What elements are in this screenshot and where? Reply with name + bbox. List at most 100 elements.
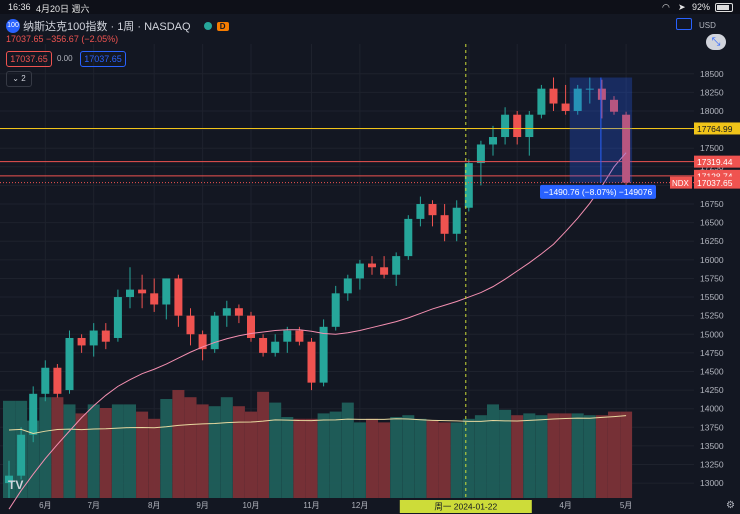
candle-body <box>186 315 195 335</box>
price-tick-label: 15500 <box>700 292 724 302</box>
candle-body <box>440 215 449 234</box>
crosshair-date-bg <box>399 500 532 513</box>
time-tick-label: 11月 <box>303 501 319 510</box>
candle-body <box>77 337 86 346</box>
ticker-badge-bg <box>670 176 692 189</box>
volume-bar <box>232 406 245 498</box>
candle-body <box>622 114 631 183</box>
status-date: 4月20日 週六 <box>36 4 90 14</box>
candle-body <box>573 88 582 111</box>
candle-body <box>162 278 171 305</box>
indicator-count: 2 <box>21 74 26 83</box>
volume-bar <box>99 408 112 498</box>
candle-body <box>283 330 292 342</box>
candle-body <box>319 326 328 383</box>
candle-body <box>126 289 134 298</box>
candle-body <box>513 114 522 138</box>
tradingview-logo: TV <box>8 478 24 492</box>
candle-body <box>89 330 98 346</box>
symbol-badge: 100 <box>6 19 20 33</box>
ma-layer <box>8 152 627 510</box>
status-bar: 16:36 4月20日 週六 ◠ ➤ 92% <box>0 0 740 14</box>
auto-scale-icon[interactable]: ⤡ <box>706 34 726 50</box>
symbol-title[interactable]: 纳斯达克100指数 · 1周 · NASDAQ <box>23 21 191 33</box>
candle-body <box>525 114 534 138</box>
volume-bar <box>63 404 76 498</box>
price-tick-label: 14500 <box>700 366 724 376</box>
volume-bar <box>281 417 294 498</box>
volume-bar <box>111 404 124 498</box>
candle-body <box>29 393 38 435</box>
battery-icon <box>715 3 733 12</box>
candle-body <box>561 103 570 111</box>
settings-icon[interactable]: ⚙ <box>726 500 735 511</box>
candle-body <box>198 334 207 350</box>
symbol-row[interactable]: 100 纳斯达克100指数 · 1周 · NASDAQ D <box>6 18 229 34</box>
time-tick-label: 4月 <box>559 501 571 510</box>
candle-body <box>307 341 316 383</box>
currency-label[interactable]: USD <box>699 21 716 30</box>
price-tick-label: 16000 <box>700 255 724 265</box>
candle-body <box>404 218 413 257</box>
volume-bar <box>583 415 596 498</box>
candle-body <box>597 88 606 100</box>
candle-body <box>113 297 122 338</box>
candle-body <box>464 163 473 208</box>
volume-bar <box>462 418 475 498</box>
volume-bar <box>366 418 378 498</box>
sell-button[interactable]: 17037.65 <box>6 51 52 67</box>
candle-body <box>174 278 183 316</box>
volume-bar <box>39 397 52 498</box>
price-line-badge-bg <box>694 155 740 168</box>
fullscreen-icon[interactable] <box>676 18 692 30</box>
price-tick-label: 13750 <box>700 422 724 432</box>
volume-bar <box>535 415 548 498</box>
volume-bar <box>317 413 330 498</box>
indicators-toggle[interactable]: ⌄ 2 <box>6 71 32 87</box>
candle-body <box>416 204 425 219</box>
price-line-badge: 17319.44 <box>697 157 733 167</box>
volume-bar <box>426 420 439 498</box>
candle-body <box>489 137 497 145</box>
price-axis: 13000 13250 13500 13750 14000 14250 14500 14750… <box>670 69 740 488</box>
measure-label-bg <box>540 184 656 199</box>
market-status-dot <box>203 22 212 30</box>
volume-bar <box>341 402 354 498</box>
candle-body <box>610 99 618 112</box>
volume-bar <box>124 404 136 498</box>
volume-bar <box>450 422 463 498</box>
volume-bar <box>245 411 257 498</box>
time-tick-label: 5月 <box>620 501 632 510</box>
crosshair-date: 周一 2024-01-22 <box>434 502 497 512</box>
candle-body <box>101 330 110 342</box>
candle-body <box>331 293 340 327</box>
candle-body <box>380 267 389 275</box>
volume-bar <box>499 409 512 498</box>
price-tick-label: 16750 <box>700 199 724 209</box>
candle-body <box>41 367 50 394</box>
last-price-badge-bg <box>694 176 740 189</box>
candle-body <box>247 315 255 338</box>
volume-bar <box>378 422 391 498</box>
volume-ma-line <box>8 415 627 435</box>
moving-average-line <box>8 152 627 510</box>
candle-body <box>392 256 401 275</box>
volume-layer <box>3 390 633 498</box>
volume-bar <box>293 418 306 498</box>
volume-bar <box>136 411 149 498</box>
volume-bar <box>257 391 270 498</box>
location-icon: ➤ <box>678 2 686 12</box>
volume-bar <box>208 406 221 498</box>
price-tick-label: 18000 <box>700 106 724 116</box>
candle-body <box>452 207 461 234</box>
volume-bar <box>353 422 366 498</box>
candle-body <box>501 114 510 138</box>
candle-body <box>53 367 62 394</box>
price-tick-label: 16250 <box>700 236 724 246</box>
volume-bar <box>487 404 499 498</box>
candle-body <box>355 263 364 279</box>
candle-body <box>585 88 594 90</box>
chart-canvas[interactable]: −1490.76 (−8.07%) −149076 13000 13250 1350… <box>0 14 740 514</box>
buy-button[interactable]: 17037.65 <box>80 51 126 67</box>
volume-bar <box>3 400 15 498</box>
